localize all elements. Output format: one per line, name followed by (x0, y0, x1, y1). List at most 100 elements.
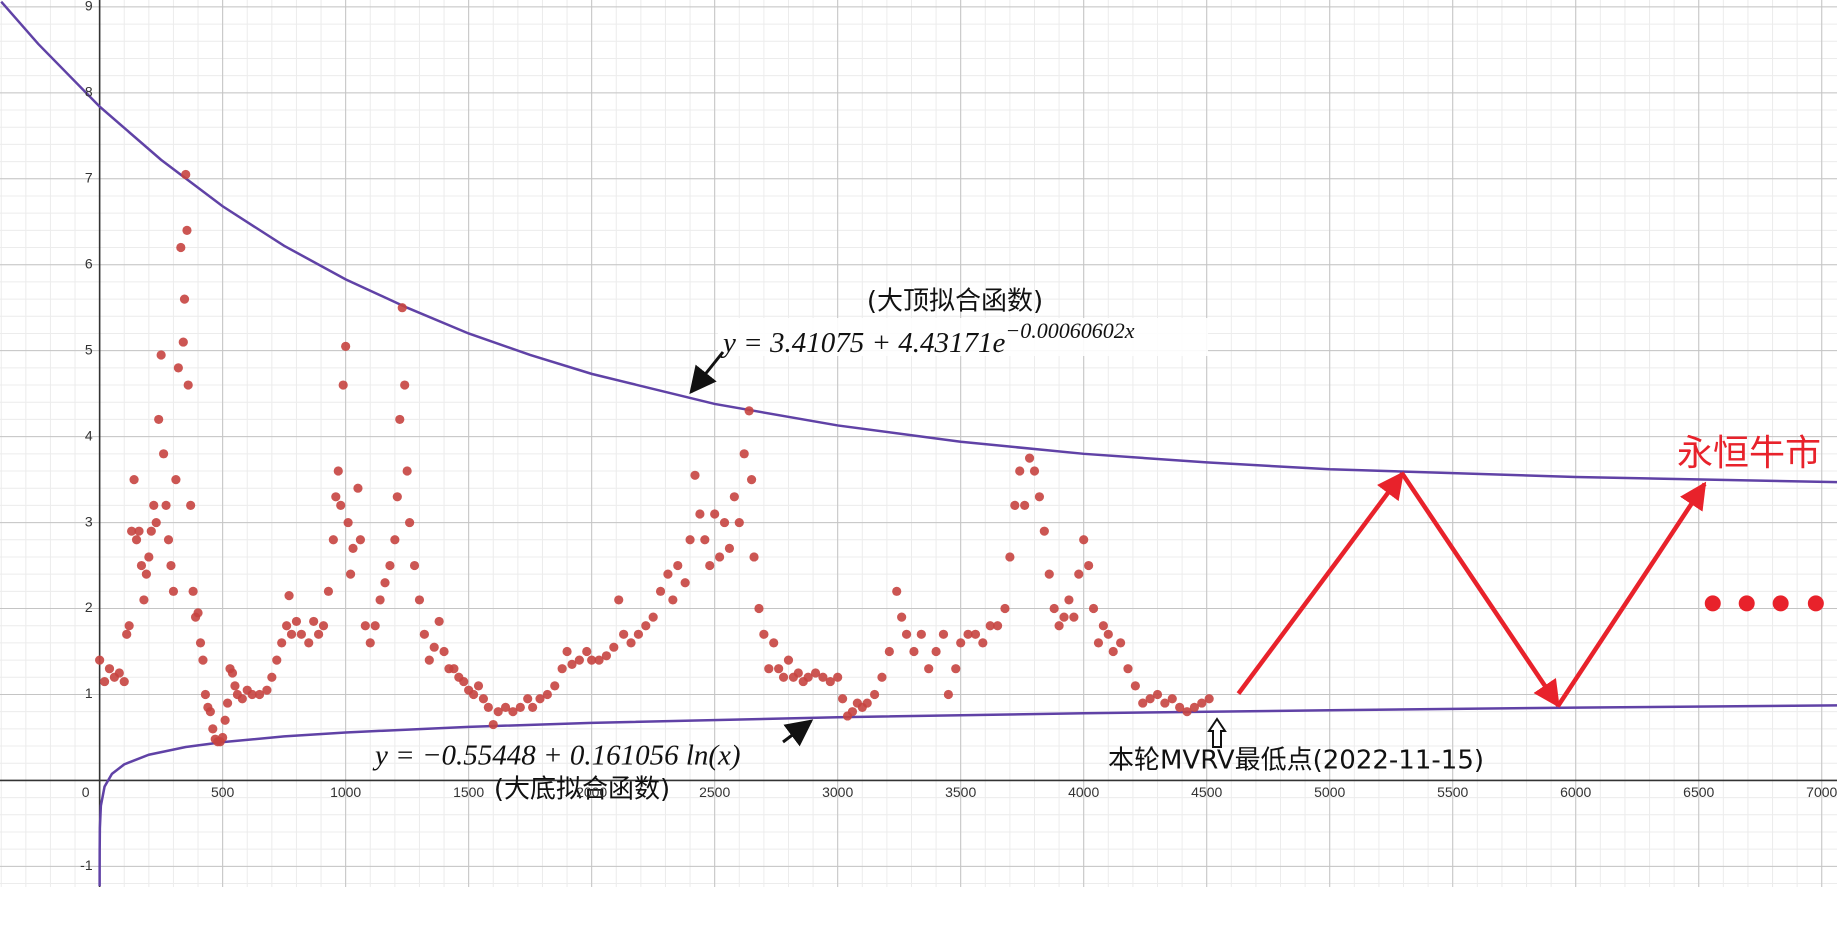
data-point (222, 698, 233, 708)
data-point (833, 672, 843, 682)
x-tick-label: 4000 (1068, 784, 1099, 800)
data-point (680, 578, 690, 588)
data-point (528, 702, 538, 712)
data-point (1182, 707, 1192, 717)
data-point (1049, 603, 1059, 614)
grid (0, 0, 1837, 887)
data-point (154, 414, 164, 425)
data-point (186, 500, 196, 510)
data-point (468, 689, 479, 700)
x-tick-label: 6000 (1560, 784, 1591, 800)
data-point (333, 466, 343, 476)
data-point (1167, 694, 1177, 704)
data-point (473, 681, 484, 691)
data-point (550, 681, 560, 691)
data-point (171, 474, 181, 485)
data-point (783, 655, 794, 665)
data-point (1116, 638, 1126, 648)
data-point (390, 535, 400, 545)
data-point (493, 707, 503, 717)
data-point (938, 629, 949, 639)
data-point (1079, 535, 1089, 545)
data-point (104, 664, 115, 674)
y-tick-label: 3 (85, 513, 93, 529)
data-point (156, 350, 166, 360)
data-point (355, 535, 366, 545)
data-point (714, 552, 725, 562)
data-point (916, 629, 926, 639)
x-tick-label: 3500 (945, 784, 976, 800)
data-point (124, 621, 134, 631)
data-point (724, 543, 735, 553)
data-point (459, 676, 469, 687)
data-point (1088, 603, 1099, 614)
y-tick-label: 1 (85, 685, 93, 701)
data-point (424, 655, 434, 665)
data-point (924, 664, 934, 674)
ellipsis-dot (1738, 595, 1755, 612)
data-point (1015, 466, 1025, 476)
data-point (978, 638, 988, 648)
data-point (392, 492, 402, 502)
data-point (483, 702, 493, 712)
data-point (439, 646, 449, 657)
data-point (1000, 603, 1010, 614)
data-point (478, 694, 489, 704)
data-point (884, 646, 894, 657)
data-point (127, 526, 137, 536)
data-point (336, 500, 346, 510)
data-point (114, 668, 124, 678)
data-point (198, 655, 208, 665)
data-point (405, 517, 415, 528)
data-point (151, 517, 161, 528)
bull-label: 永恒牛市 (1677, 433, 1821, 474)
data-point (395, 414, 405, 425)
formula-base: y = 3.41075 + 4.43171e (720, 327, 1006, 359)
data-point (139, 595, 149, 605)
data-point (535, 694, 545, 704)
low-point-arrow (1207, 717, 1227, 748)
x-tick-label: 2500 (699, 784, 730, 800)
data-point (488, 719, 498, 730)
data-point (380, 578, 390, 588)
data-point (178, 337, 188, 347)
data-point (764, 664, 774, 674)
data-point (277, 638, 287, 648)
x-tick-label: 2000 (576, 784, 607, 800)
top-fit-formula: y = 3.41075 + 4.43171e−0.00060602x (720, 318, 1135, 359)
data-point (166, 560, 176, 571)
data-point (309, 616, 319, 627)
data-point (397, 303, 407, 313)
data-point (286, 629, 297, 639)
data-point (673, 560, 683, 571)
x-tick-label: 3000 (822, 784, 853, 800)
data-point (739, 449, 749, 459)
data-point (759, 629, 769, 639)
projection-arrow (1400, 472, 1561, 708)
data-point (296, 629, 306, 639)
data-point (663, 569, 673, 579)
data-point (749, 552, 759, 562)
data-point (951, 664, 961, 674)
data-point (99, 676, 110, 687)
ellipsis-dot (1704, 595, 1721, 612)
data-point (200, 689, 211, 700)
data-point (943, 689, 953, 700)
data-point (348, 543, 358, 553)
data-point (141, 569, 151, 579)
y-tick-label: 8 (85, 84, 93, 100)
annotation-arrow (689, 351, 725, 395)
data-point (931, 646, 941, 657)
data-point (869, 689, 880, 700)
data-point (208, 724, 218, 734)
data-point (1204, 694, 1214, 704)
data-point (523, 694, 533, 704)
data-point (515, 702, 525, 712)
data-point (542, 689, 552, 700)
data-point (700, 535, 710, 545)
data-point (341, 341, 351, 351)
data-point (705, 560, 715, 571)
data-point (313, 629, 324, 639)
data-point (227, 668, 238, 678)
data-point (1044, 569, 1054, 579)
